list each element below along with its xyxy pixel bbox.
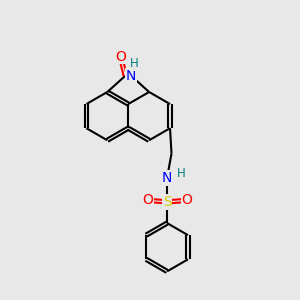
Text: O: O: [182, 194, 192, 207]
Text: O: O: [115, 50, 126, 64]
Text: O: O: [142, 194, 153, 207]
Text: N: N: [162, 171, 172, 185]
Text: S: S: [163, 195, 172, 209]
Text: H: H: [130, 57, 139, 70]
Text: N: N: [126, 69, 136, 83]
Text: H: H: [177, 167, 185, 180]
